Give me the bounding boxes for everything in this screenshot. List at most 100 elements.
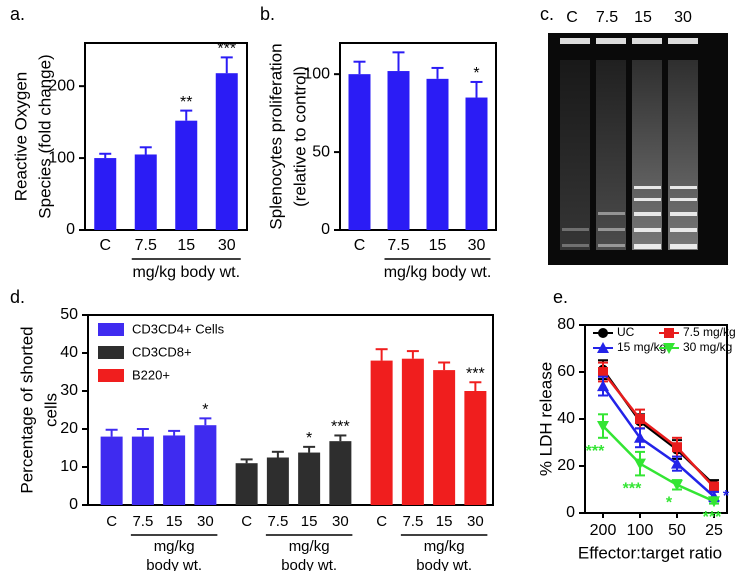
y-tick-label: 80 [557, 316, 575, 333]
bar [348, 74, 371, 231]
legend-label: CD3CD4+ Cells [132, 321, 225, 336]
x-tick-label: 15 [166, 513, 183, 530]
bar [134, 154, 157, 230]
x-tick-label: 15 [177, 237, 195, 254]
panel-label: b. [260, 4, 275, 24]
y-tick-label: 0 [566, 504, 575, 521]
x-tick-label: 30 [218, 237, 236, 254]
bar [215, 73, 238, 230]
legend-label: CD3CD8+ [132, 344, 192, 359]
y-tick-label: 40 [60, 344, 78, 361]
x-tick-label: 50 [668, 522, 686, 539]
marker [634, 458, 646, 470]
x-tick-label: 30 [467, 513, 484, 530]
y-tick-label: 0 [66, 221, 75, 238]
x-tick-label: 7.5 [267, 513, 288, 530]
x-tick-label: 7.5 [132, 513, 153, 530]
significance: * [202, 402, 208, 419]
x-tick-label: C [376, 513, 387, 530]
y-tick-label: 10 [60, 458, 78, 475]
y-axis-label: Species (fold change) [35, 54, 54, 218]
y-tick-label: 50 [60, 306, 78, 323]
marker [598, 367, 608, 377]
y-axis-label: % LDH release [536, 362, 555, 476]
y-axis-label: Splenocytes proliferation [266, 43, 285, 229]
significance: ** [180, 94, 192, 111]
legend-label: 15 mg/kg [617, 340, 666, 354]
bar [329, 441, 352, 505]
bar [94, 158, 117, 230]
significance: *** [586, 443, 605, 460]
x-axis-label: Effector:target ratio [578, 543, 722, 562]
bar [163, 435, 186, 505]
bar [298, 452, 321, 505]
y-axis-label: Percentage of shorted [17, 326, 36, 493]
panel-label: a. [10, 4, 25, 24]
x-tick-label: C [241, 513, 252, 530]
significance: *** [703, 509, 722, 526]
bar [194, 425, 217, 505]
x-axis-label: body wt. [146, 557, 202, 571]
gel-image [548, 33, 728, 265]
legend-label: B220+ [132, 367, 170, 382]
significance: *** [466, 365, 485, 382]
x-tick-label: 30 [332, 513, 349, 530]
marker [709, 482, 719, 493]
x-tick-label: 15 [429, 237, 447, 254]
x-tick-label: 200 [590, 522, 617, 539]
x-tick-label: 30 [197, 513, 214, 530]
x-tick-label: 7.5 [135, 237, 157, 254]
plot-frame [87, 314, 494, 506]
line [601, 385, 715, 498]
line [602, 371, 715, 488]
y-tick-label: 40 [557, 410, 575, 427]
legend-label: 7.5 mg/kg [683, 325, 736, 339]
y-tick-label: 50 [312, 143, 330, 160]
plot-frame [84, 42, 248, 231]
significance: *** [217, 41, 236, 58]
y-tick-label: 30 [60, 382, 78, 399]
x-tick-label: 25 [705, 522, 723, 539]
bar [426, 78, 449, 230]
y-tick-label: 20 [557, 457, 575, 474]
y-axis-label: cells [41, 393, 60, 427]
marker [634, 431, 646, 443]
significance: * [666, 495, 673, 512]
lane-label: 7.5 [596, 9, 618, 26]
x-tick-label: 15 [301, 513, 318, 530]
bar [387, 71, 410, 230]
bar [433, 370, 456, 505]
marker [597, 342, 609, 353]
bar [464, 391, 487, 505]
bar [100, 436, 123, 505]
plot-frame [339, 42, 497, 231]
bar [370, 360, 393, 505]
legend-label: UC [617, 325, 635, 339]
y-tick-label: 20 [60, 420, 78, 437]
x-tick-label: 7.5 [402, 513, 423, 530]
marker [597, 380, 609, 392]
x-axis-label: mg/kg [154, 538, 195, 555]
x-tick-label: 30 [468, 237, 486, 254]
significance: * [306, 430, 312, 447]
bar [131, 436, 154, 505]
lane-label: 30 [674, 9, 692, 26]
lane-label: 15 [634, 9, 652, 26]
bar [465, 97, 488, 231]
panel-label: e. [553, 287, 568, 307]
marker [708, 496, 720, 508]
panel-label: d. [10, 287, 25, 307]
x-tick-label: 7.5 [387, 237, 409, 254]
y-tick-label: 0 [69, 496, 78, 513]
y-axis-label: Reactive Oxygen [11, 72, 30, 201]
line [602, 425, 715, 503]
marker [635, 414, 645, 424]
y-tick-label: 60 [557, 363, 575, 380]
significance: *** [623, 481, 642, 498]
lane-label: C [566, 9, 578, 26]
y-tick-label: 100 [303, 65, 330, 82]
marker [598, 328, 608, 338]
significance: * [473, 65, 479, 82]
x-axis-label: mg/kg body wt. [384, 264, 492, 281]
